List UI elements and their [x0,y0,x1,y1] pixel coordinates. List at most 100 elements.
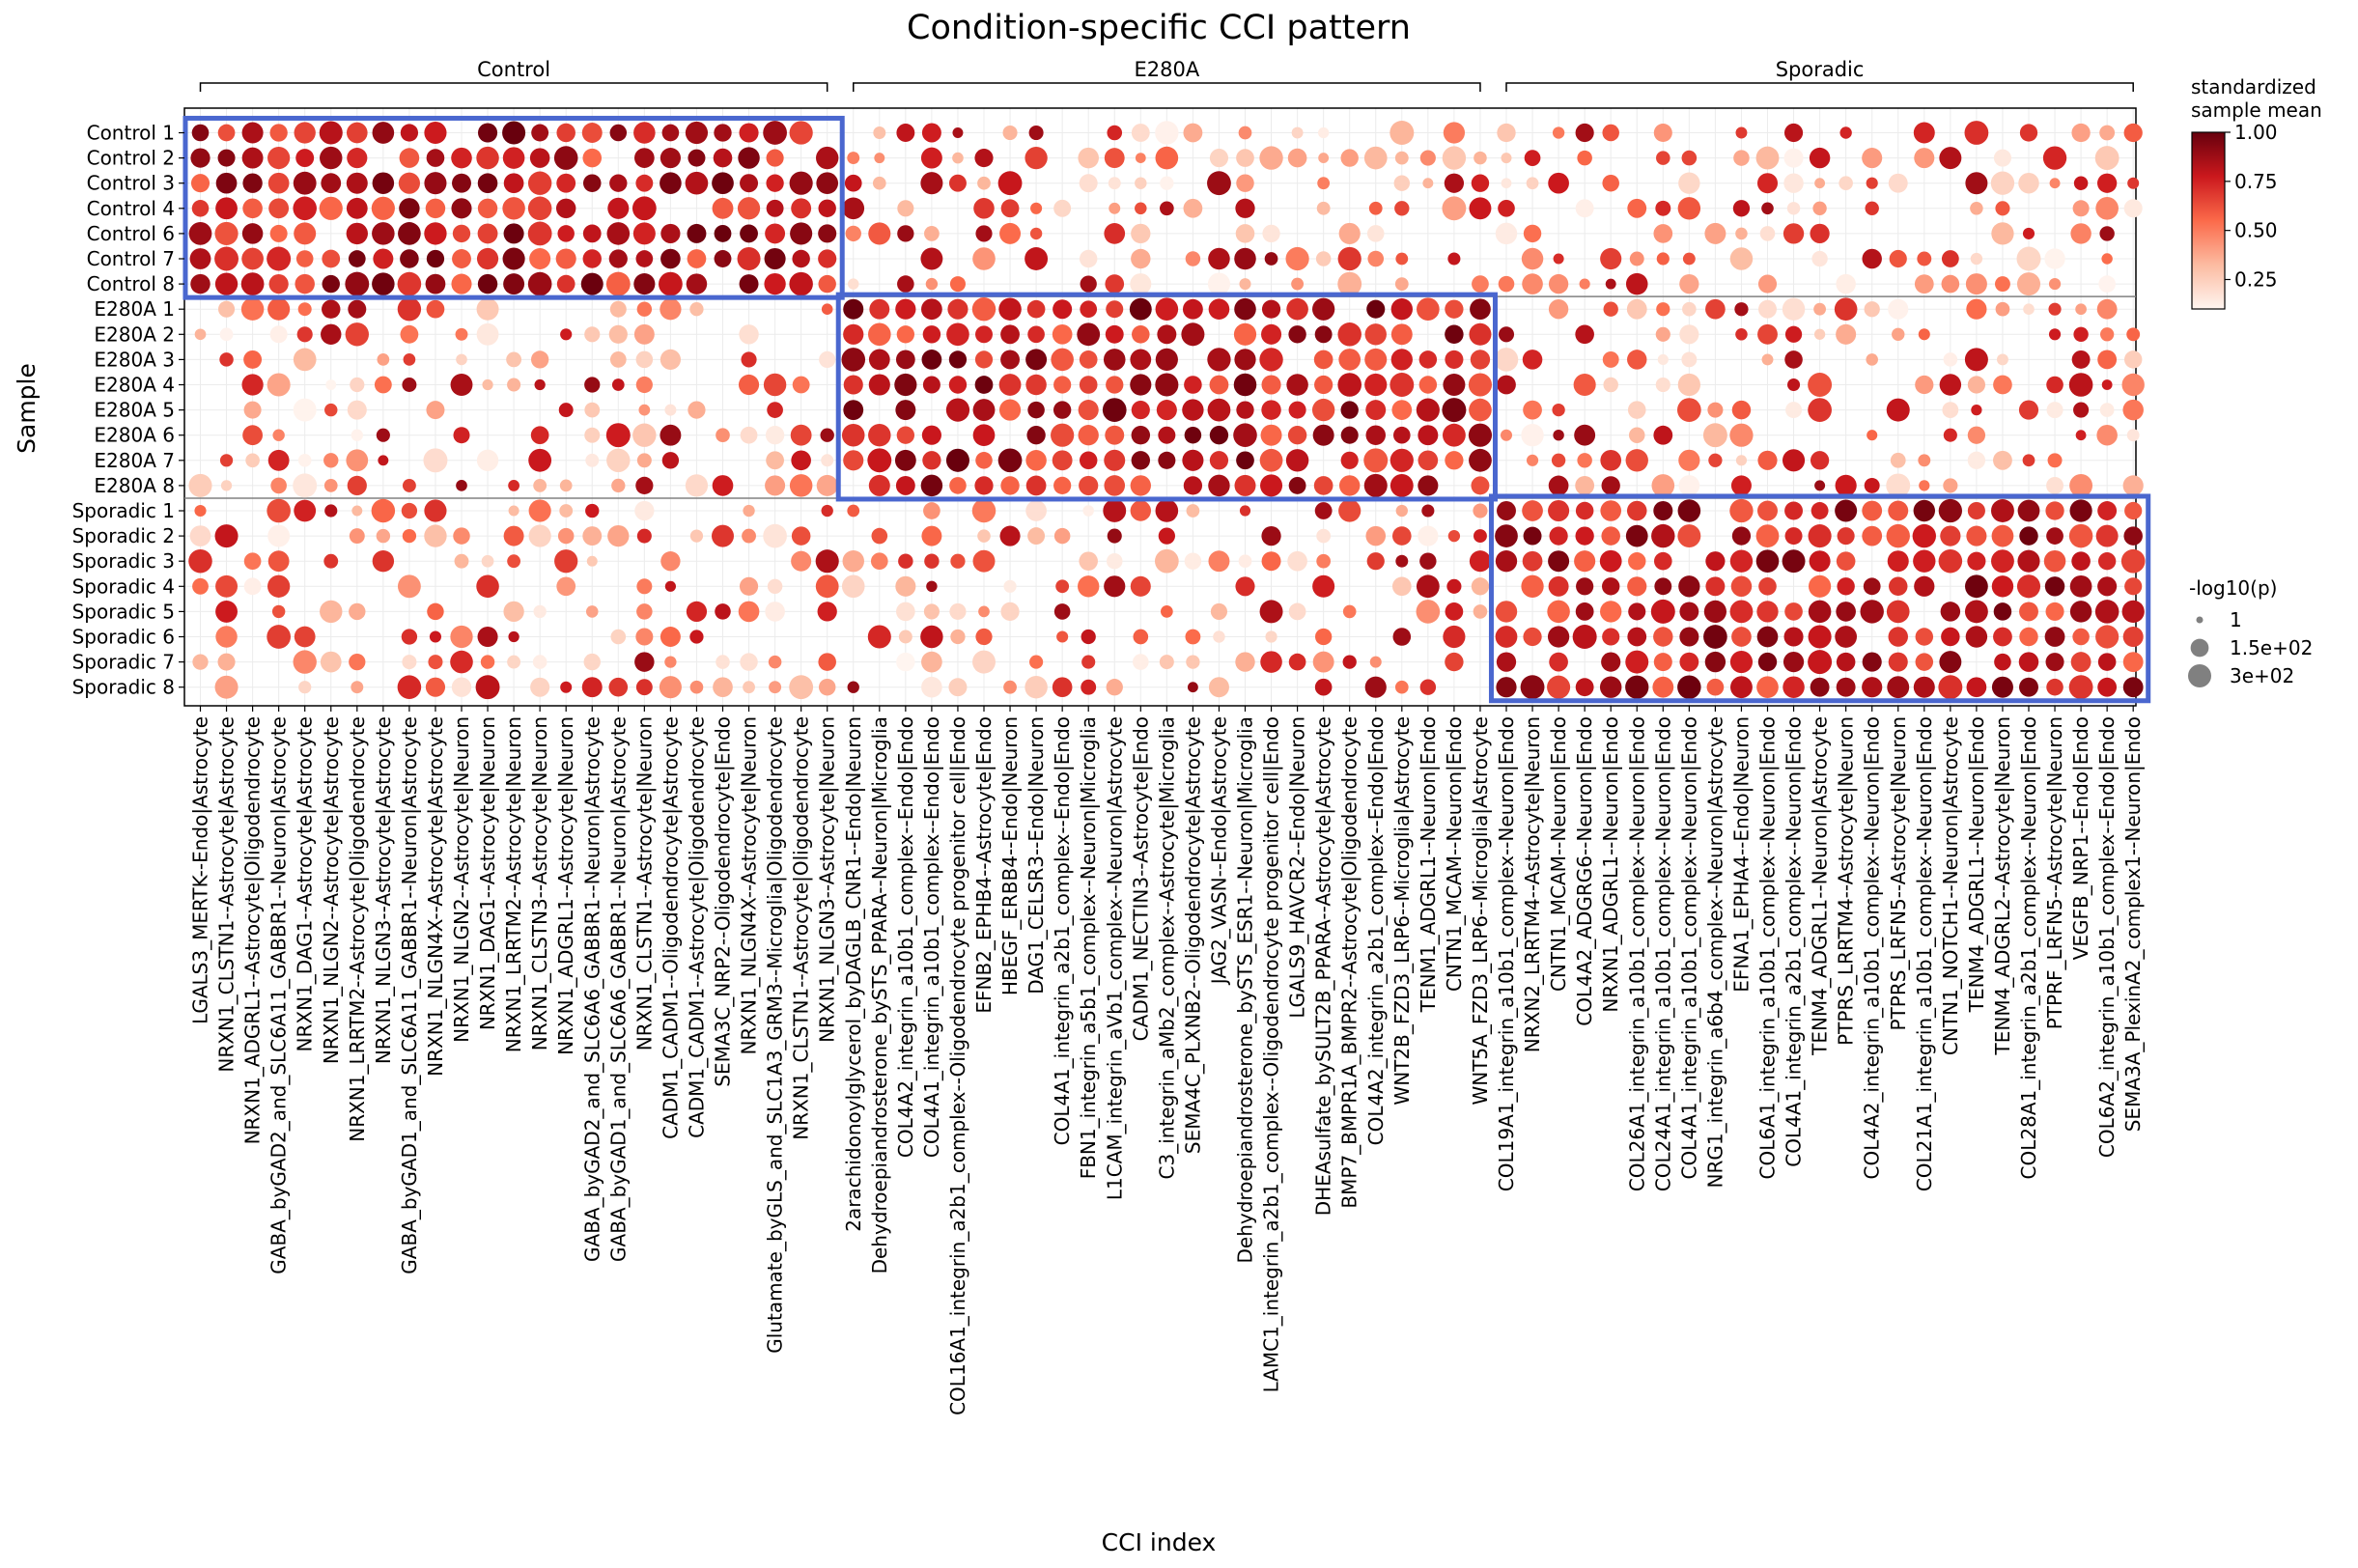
dot-control-6-cci-2 [241,223,264,244]
dot-e280a-1-cci-26 [869,298,890,320]
dot-sporadic-1-cci-53 [1575,501,1594,520]
y-tick-label: Control 4 [87,197,175,220]
dot-e280a-8-cci-0 [188,473,212,497]
dot-control-8-cci-57 [1679,273,1699,294]
dot-e280a-3-cci-34 [1079,350,1098,369]
dot-sporadic-7-cci-66 [1915,653,1934,671]
x-tick-label: L1CAM_integrin_aVb1_complex--Neuron|Astr… [1103,716,1126,1200]
dot-sporadic-7-cci-30 [972,650,996,674]
dot-control-4-cci-25 [842,197,865,220]
dot-sporadic-2-cci-49 [1474,529,1487,544]
dot-e280a-7-cci-16 [606,448,631,472]
x-tick-label: FBN1_integrin_a5b1_complex--Neuron|Micro… [1077,716,1100,1179]
x-tick-label: NRXN1_CLSTN1--Astrocyte|Astrocyte [215,716,239,1073]
dot-control-4-cci-32 [1030,202,1043,214]
size-legend-label: 1.5e+02 [2230,636,2313,659]
highlight-boxes [182,115,2151,704]
dot-e280a-1-cci-46 [1390,298,1413,321]
x-tick-label: NRXN1_CLSTN3--Astrocyte|Neuron [528,716,551,1050]
dot-control-1-cci-53 [1575,123,1594,143]
dot-e280a-1-cci-48 [1445,299,1464,319]
dot-sporadic-1-cci-3 [267,498,291,523]
dot-sporadic-6-cci-36 [1133,629,1149,645]
dot-e280a-8-cci-49 [1471,476,1490,495]
x-tick-label: PTPRS_LRRTM4--Astrocyte|Neuron [1835,716,1858,1046]
dot-e280a-8-cci-12 [508,480,519,491]
dot-control-4-cci-30 [973,198,995,219]
x-tick-label: NRXN1_NLGN4X--Astrocyte|Astrocyte [424,716,447,1077]
dot-e280a-4-cci-45 [1364,373,1388,397]
dot-e280a-8-cci-65 [1886,473,1911,498]
y-tick-label: Sporadic 1 [72,499,175,522]
dot-e280a-7-cci-59 [1735,455,1748,466]
dot-control-1-cci-14 [556,123,575,143]
dot-e280a-4-cci-57 [1677,373,1700,397]
dot-control-7-cci-57 [1682,252,1696,266]
dot-sporadic-6-cci-8 [401,629,418,645]
dot-e280a-7-cci-36 [1131,451,1151,470]
dot-e280a-8-cci-43 [1313,476,1333,495]
dot-e280a-4-cci-2 [241,374,264,396]
dot-sporadic-7-cci-63 [1836,652,1856,672]
dot-sporadic-7-cci-32 [1029,655,1044,669]
dot-sporadic-3-cci-55 [1628,551,1646,571]
dot-control-6-cci-15 [582,224,602,243]
dot-e280a-6-cci-18 [660,424,682,446]
dot-sporadic-8-cci-39 [1208,677,1229,698]
x-tick-label: CADM1_NECTIN3--Astrocyte|Endo [1129,716,1152,1041]
dot-sporadic-3-cci-50 [1495,550,1518,573]
dot-e280a-8-cci-13 [533,479,547,492]
dot-control-4-cci-73 [2095,197,2119,220]
dot-control-4-cci-5 [319,196,343,220]
dot-e280a-1-cci-57 [1682,301,1697,317]
dot-e280a-4-cci-71 [2046,376,2063,394]
dot-control-7-cci-36 [1131,248,1151,269]
dot-sporadic-6-cci-65 [1888,627,1908,647]
dot-e280a-7-cci-62 [1810,451,1830,470]
dot-control-4-cci-62 [1812,201,1827,215]
dot-control-7-cci-21 [737,246,761,271]
dot-sporadic-3-cci-38 [1184,552,1202,570]
dot-control-3-cci-21 [740,174,759,193]
dot-e280a-1-cci-4 [297,302,312,317]
dot-sporadic-6-cci-53 [1572,625,1597,649]
dot-sporadic-8-cci-17 [635,679,653,696]
dot-e280a-7-cci-66 [1918,454,1931,467]
dot-e280a-7-cci-53 [1577,453,1592,468]
dot-sporadic-8-cci-60 [1756,676,1779,699]
dot-e280a-2-cci-0 [194,328,207,341]
dot-sporadic-2-cci-70 [2019,526,2038,546]
dot-e280a-8-cci-5 [323,479,338,492]
dot-control-1-cci-6 [346,122,368,144]
dot-sporadic-6-cci-51 [1523,627,1542,647]
dot-sporadic-2-cci-65 [1886,523,1910,548]
dot-e280a-8-cci-26 [868,474,890,496]
dot-e280a-1-cci-68 [1966,298,1987,320]
dot-e280a-7-cci-60 [1757,450,1778,470]
x-tick-label: COL16A1_integrin_a2b1_complex--Oligodend… [946,716,969,1415]
dot-control-1-cci-56 [1653,123,1672,143]
dot-e280a-6-cci-45 [1365,425,1386,445]
dot-e280a-1-cci-25 [843,298,864,320]
dot-control-3-cci-9 [424,172,447,195]
dot-e280a-2-cci-65 [1892,327,1905,342]
dot-control-3-cci-46 [1393,175,1411,191]
y-tick-label: E280A 3 [94,348,175,371]
dot-sporadic-4-cci-24 [815,574,839,599]
dot-control-1-cci-15 [581,123,603,143]
x-tick-label: DHEAsulfate_bySULT2B_PPARA--Astrocyte|As… [1312,716,1335,1216]
dot-control-8-cci-69 [1995,276,2010,293]
dot-sporadic-6-cci-28 [920,625,943,649]
dot-e280a-4-cci-32 [1025,374,1047,396]
dot-sporadic-4-cci-3 [267,574,291,598]
dot-control-3-cci-22 [766,174,784,192]
dot-control-8-cci-40 [1239,278,1251,291]
dot-e280a-4-cci-3 [267,373,291,397]
dot-sporadic-7-cci-0 [192,654,209,670]
dot-e280a-3-cci-16 [609,351,627,368]
dot-control-7-cci-8 [400,249,419,268]
x-tick-label: TENM4_ADGRL1--Neuron|Astrocyte [1809,716,1832,1056]
dot-sporadic-2-cci-73 [2095,524,2119,547]
dot-control-4-cci-59 [1732,200,1751,217]
dot-control-2-cci-9 [426,149,445,167]
